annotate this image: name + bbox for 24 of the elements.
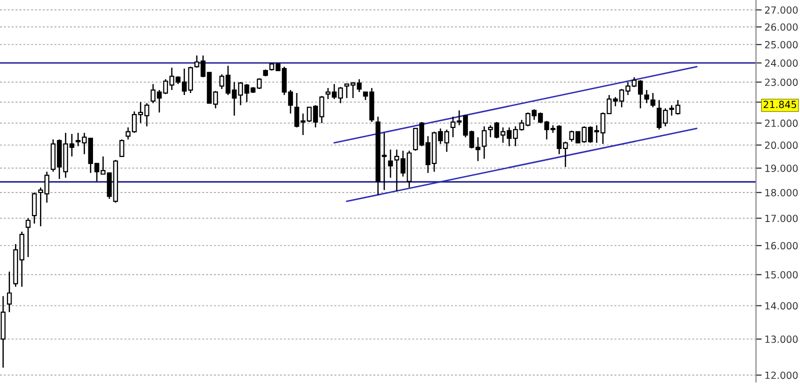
y-tick-label: 15.000 [765, 271, 798, 278]
candlestick [644, 89, 650, 104]
y-tick-label: 26.000 [765, 23, 798, 31]
y-tick-label: 19.000 [765, 164, 798, 172]
candlestick [482, 126, 487, 160]
candlestick [119, 138, 124, 158]
y-tick-label: 24.000 [765, 59, 798, 67]
candlestick [650, 92, 656, 108]
candlestick [26, 218, 31, 258]
candlestick [388, 148, 393, 178]
y-tick-label: 20.000 [765, 142, 798, 149]
candlestick [32, 192, 37, 224]
y-tick-label: 12.000 [765, 372, 798, 379]
y-tick-label: 23.000 [765, 78, 798, 86]
y-tick-label: 25.000 [765, 41, 798, 48]
y-tick-label: 16.000 [765, 242, 798, 250]
candlestick [6, 271, 12, 313]
y-tick-label: 13.000 [765, 336, 798, 343]
y-tick-label: 21.000 [765, 120, 798, 127]
text: 21.845 [764, 100, 796, 108]
y-tick-label: 27.000 [765, 6, 798, 14]
y-tick-label: 18.000 [765, 188, 798, 196]
y-tick-label: 17.000 [765, 214, 798, 222]
y-tick-label: 14.000 [765, 302, 798, 310]
